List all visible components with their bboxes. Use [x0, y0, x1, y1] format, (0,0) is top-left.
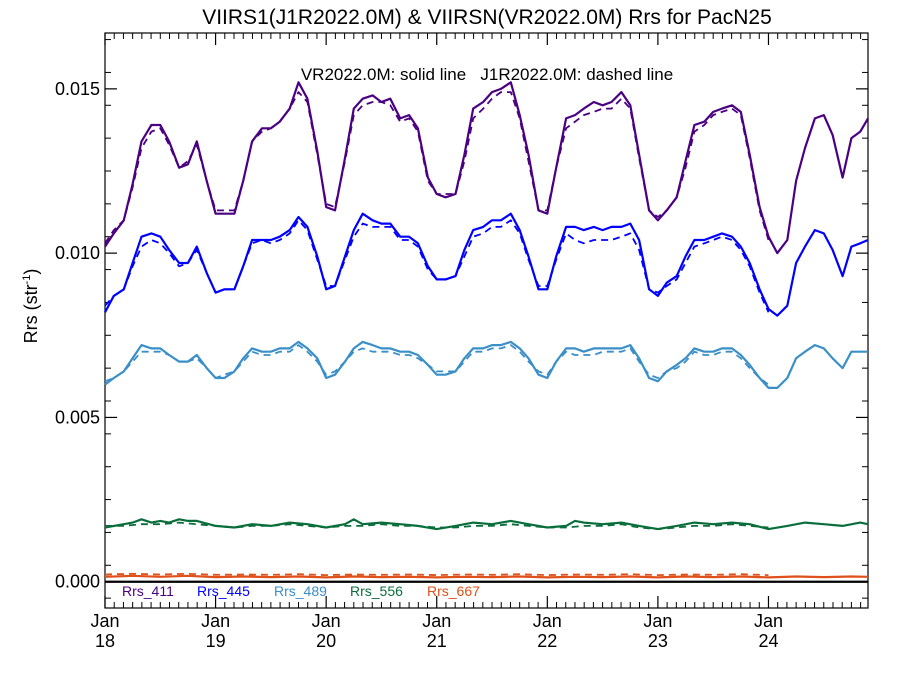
series-line-solid [104, 81, 869, 255]
y-tick-label: 0.000 [55, 572, 100, 592]
series-Rrs_667 [104, 572, 869, 579]
series-Rrs_411 [104, 81, 869, 255]
series-Rrs_445 [104, 212, 869, 317]
line-style-annotation: VR2022.0M: solid line J1R2022.0M: dashed… [301, 65, 673, 84]
legend-entry: Rrs_411 [122, 583, 174, 599]
x-tick-label-month: Jan [312, 611, 341, 631]
x-tick-label-year: 19 [206, 631, 226, 651]
x-tick-label-year: 22 [537, 631, 557, 651]
series-line-solid [104, 574, 869, 579]
y-axis-label-tail: ) [21, 269, 41, 275]
y-tick-label: 0.005 [55, 407, 100, 427]
x-tick-label-month: Jan [754, 611, 783, 631]
plot-frame [104, 32, 869, 609]
x-tick-label-month: Jan [90, 611, 119, 631]
x-tick-label-month: Jan [201, 611, 230, 631]
x-tick-label-month: Jan [422, 611, 451, 631]
y-tick-label: 0.015 [55, 79, 100, 99]
x-tick-label-year: 24 [758, 631, 778, 651]
series-line-solid [104, 212, 869, 317]
legend: Rrs_411 Rrs_445 Rrs_489 Rrs_556 Rrs_667 [122, 583, 480, 599]
series-layer [104, 81, 869, 579]
x-tick-label-month: Jan [533, 611, 562, 631]
series-line-dashed [104, 572, 769, 576]
chart-title: VIIRS1(J1R2022.0M) & VIIRSN(VR2022.0M) R… [202, 6, 772, 29]
x-tick-label-year: 20 [316, 631, 336, 651]
legend-entry: Rrs_556 [350, 583, 403, 599]
x-tick-label-month: Jan [643, 611, 672, 631]
y-axis-label: Rrs (str-1) [21, 269, 41, 344]
x-tick-label-year: 21 [427, 631, 447, 651]
y-axis-label-main: Rrs (str [21, 284, 41, 343]
legend-entry: Rrs_667 [427, 583, 480, 599]
legend-entry: Rrs_489 [274, 583, 327, 599]
axes: 0.0000.0050.0100.015Jan18Jan19Jan20Jan21… [55, 32, 869, 651]
series-line-solid [104, 340, 868, 389]
series-Rrs_489 [104, 340, 868, 389]
x-tick-label-year: 23 [648, 631, 668, 651]
legend-entry: Rrs_445 [197, 583, 250, 599]
y-tick-label: 0.010 [55, 243, 100, 263]
x-tick-label-year: 18 [95, 631, 115, 651]
series-line-solid [104, 518, 869, 531]
y-axis-label-superscript: -1 [21, 275, 33, 285]
series-Rrs_556 [104, 518, 869, 531]
